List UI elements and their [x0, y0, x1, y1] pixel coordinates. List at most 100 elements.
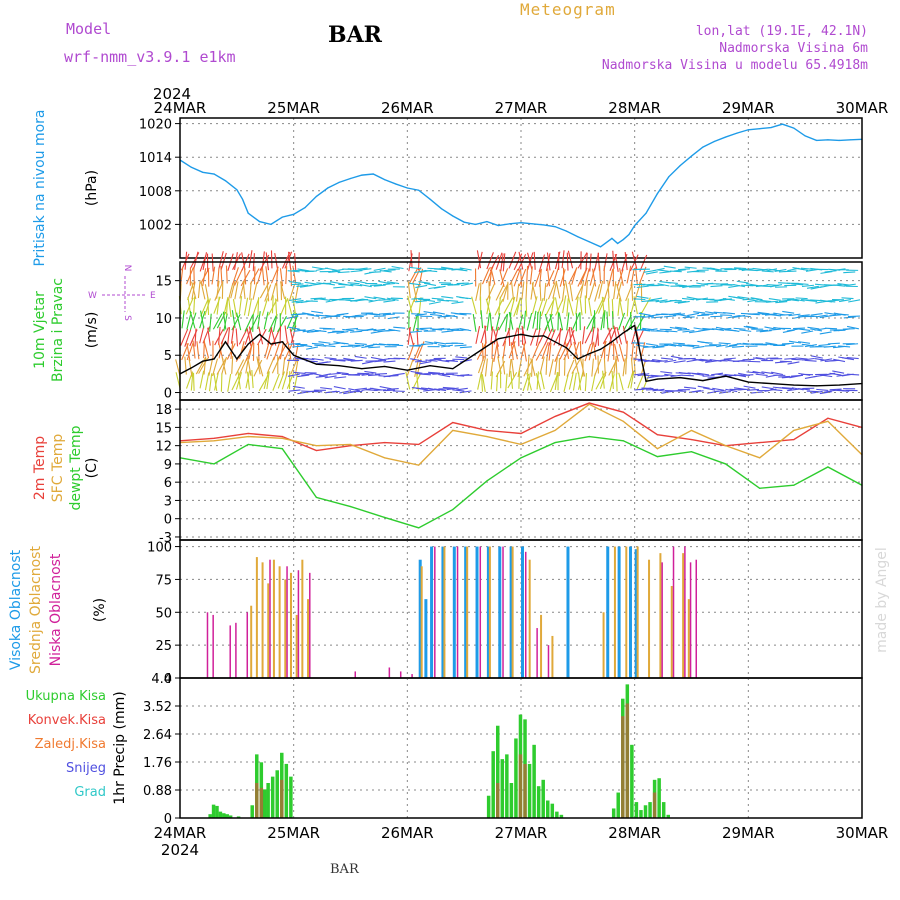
sfctemp-line-point — [656, 448, 659, 450]
precip-bar — [500, 759, 505, 818]
wind-vector — [820, 358, 833, 362]
wind-vector — [336, 330, 349, 334]
wind-vector — [712, 387, 725, 391]
wind-vector — [820, 374, 833, 378]
wind-vector — [203, 340, 210, 359]
wind-vector — [716, 344, 729, 348]
wind-vector — [216, 280, 220, 299]
wind-vector — [379, 385, 392, 390]
wind-vector — [251, 370, 254, 389]
wind-vector — [584, 343, 592, 362]
wind-vector — [302, 329, 315, 333]
wind-vector — [425, 359, 438, 362]
wind-vector — [829, 372, 842, 376]
wind-vector — [518, 370, 521, 389]
wind-vector — [693, 311, 706, 314]
model-label: Model — [66, 20, 112, 38]
precip-bar — [611, 808, 616, 818]
cloud-bar — [295, 614, 298, 678]
sfctemp-line-point — [486, 435, 488, 438]
wind-vector — [535, 344, 546, 361]
wind-vector — [296, 284, 309, 287]
wind-vector — [310, 297, 323, 300]
wind-vector — [568, 298, 574, 316]
wind-vector — [521, 281, 525, 300]
top-date-label: 27MAR — [495, 99, 548, 117]
wind-vector — [306, 346, 319, 350]
wind-vector — [691, 358, 704, 362]
wind-vector — [218, 326, 221, 345]
wind-vector — [382, 282, 395, 286]
dewpt-line-point — [793, 484, 795, 486]
wind-vector — [722, 298, 735, 301]
wind-vector — [355, 314, 368, 317]
wind-vector — [591, 373, 596, 392]
precip-ytick-label: 3.52 — [143, 700, 172, 715]
wind-vector — [647, 300, 660, 302]
pressure-line-point — [202, 171, 204, 173]
cloud-bar — [441, 546, 445, 678]
wind-vector — [459, 267, 472, 271]
wind-vector — [455, 387, 468, 391]
wind-vector — [323, 344, 336, 348]
precip-bar — [666, 814, 670, 818]
dewpt-line-point — [656, 456, 659, 458]
pressure-ytick-label: 1008 — [139, 185, 172, 200]
wind-vector — [552, 280, 558, 299]
precip-ytick-label: 4.4 — [151, 672, 172, 687]
wind-vector — [480, 310, 484, 329]
precip-bar — [661, 802, 666, 818]
wind-vector — [529, 266, 533, 285]
wind-vector — [651, 316, 664, 319]
pressure-line-point — [315, 195, 317, 197]
wind-vector — [359, 284, 372, 288]
wind-vector — [759, 285, 772, 288]
wind-vector — [525, 282, 528, 301]
wind-vector — [342, 328, 355, 332]
precip-bar — [495, 783, 500, 818]
dewpt-line-point — [588, 435, 590, 438]
cloud-bar — [661, 562, 663, 678]
wind-vector — [409, 266, 422, 270]
pressure-line-point — [577, 236, 579, 238]
wind-vector — [664, 359, 677, 363]
wind-vector — [230, 280, 236, 299]
wind-vector — [761, 371, 774, 375]
wind-speed-line-point — [190, 367, 192, 369]
wind-vector — [511, 327, 518, 346]
cloud-title-2: Niska Oblacnost — [48, 553, 64, 666]
wind-vector — [732, 359, 745, 363]
dewpt-line-point — [452, 508, 454, 511]
wind-vector — [213, 373, 218, 392]
wind-vector — [672, 342, 685, 345]
wind-vector — [636, 285, 649, 289]
wind-vector — [322, 282, 335, 286]
wind-vector — [373, 284, 386, 287]
precip-ytick-label: 0 — [164, 812, 172, 827]
wind-vector — [432, 311, 445, 315]
wind-vector — [373, 296, 386, 300]
top-date-label: 25MAR — [267, 99, 320, 117]
wind-vector — [768, 328, 782, 331]
wind-vector — [710, 285, 723, 288]
pressure-line-point — [281, 216, 283, 218]
wind-vector — [673, 269, 686, 272]
wind-speed-line-point — [565, 347, 568, 349]
temp2m-line-point — [588, 402, 590, 404]
wind-vector — [669, 312, 682, 316]
wind-speed-line-point — [452, 368, 454, 370]
wind-vector — [333, 386, 346, 390]
cloud-bar — [255, 557, 258, 678]
wind-vector — [222, 311, 227, 330]
precip-bar — [262, 789, 267, 818]
wind-vector — [768, 313, 782, 317]
wind-vector — [336, 371, 349, 375]
wind-vector — [191, 281, 197, 300]
cloud-bar — [354, 671, 356, 678]
wind-vector — [230, 325, 235, 344]
wind-vector — [347, 282, 360, 285]
wind-vector — [807, 326, 820, 330]
wind-vector — [502, 356, 506, 375]
wind-vector — [459, 312, 472, 315]
wind-vector — [192, 340, 196, 359]
